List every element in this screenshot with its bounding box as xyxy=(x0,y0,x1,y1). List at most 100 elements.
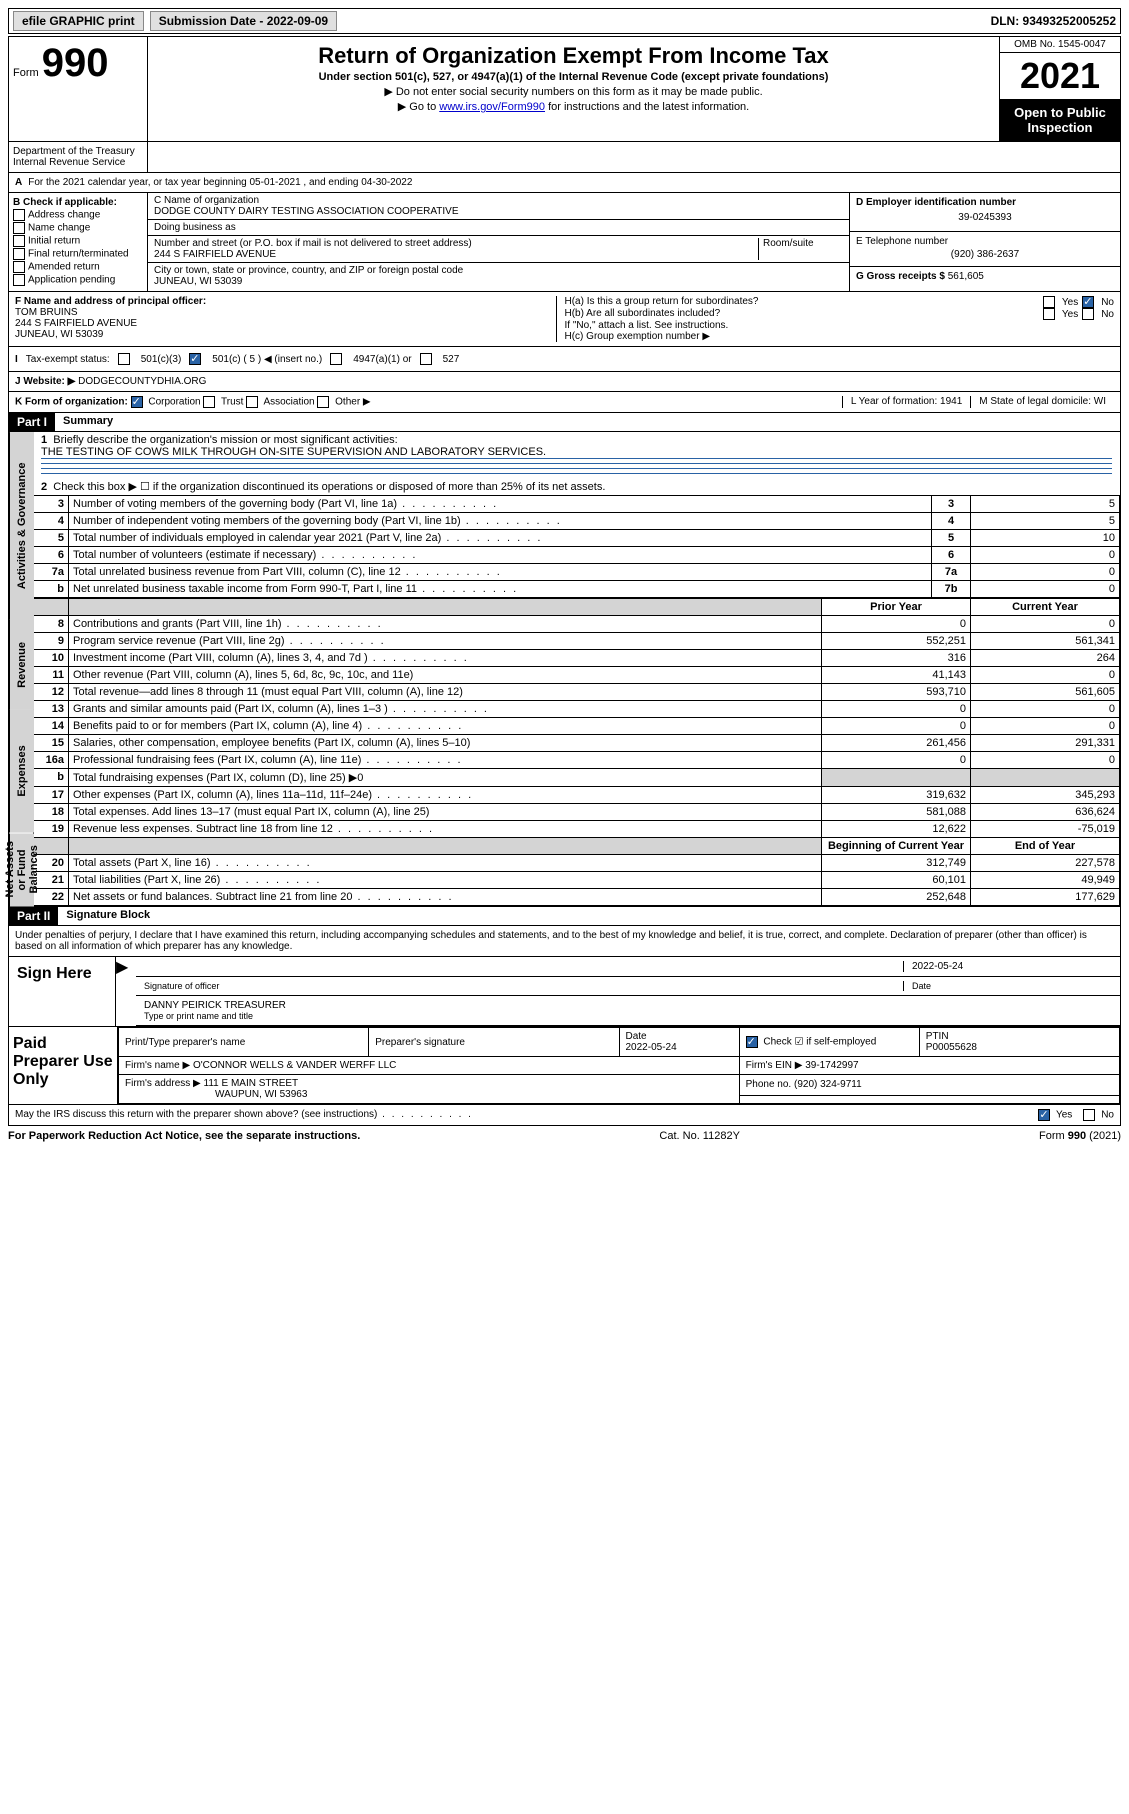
website-row: J Website: ▶ DODGECOUNTYDHIA.ORG xyxy=(8,372,1121,392)
col-b-checkboxes: B Check if applicable: Address change Na… xyxy=(9,193,148,291)
l-label: L Year of formation: 1941 xyxy=(842,396,970,408)
preparer-table: Print/Type preparer's name Preparer's si… xyxy=(118,1027,1120,1104)
efile-button[interactable]: efile GRAPHIC print xyxy=(13,11,144,31)
side-governance: Activities & Governance xyxy=(9,432,34,620)
sign-here-label: Sign Here xyxy=(9,957,116,1026)
d-value: 39-0245393 xyxy=(856,208,1114,227)
city-label: City or town, state or province, country… xyxy=(154,265,843,276)
side-revenue: Revenue xyxy=(9,620,34,710)
chk-501c[interactable] xyxy=(189,353,201,365)
klm-row: K Form of organization: Corporation Trus… xyxy=(8,392,1121,413)
chk-501c3[interactable] xyxy=(118,353,130,365)
footer-right: Form 990 (2021) xyxy=(1039,1130,1121,1142)
prep-name-label: Print/Type preparer's name xyxy=(119,1028,369,1057)
dept-label: Department of the Treasury Internal Reve… xyxy=(9,142,148,172)
dba-label: Doing business as xyxy=(148,220,849,236)
footer-left: For Paperwork Reduction Act Notice, see … xyxy=(8,1130,360,1142)
k-label: K Form of organization: xyxy=(15,397,128,408)
dln-label: DLN: 93493252005252 xyxy=(991,14,1116,28)
part-i-subtitle: Summary xyxy=(55,413,121,431)
m-label: M State of legal domicile: WI xyxy=(970,396,1114,408)
page-footer: For Paperwork Reduction Act Notice, see … xyxy=(8,1126,1121,1142)
g-label: G Gross receipts $ xyxy=(856,271,945,282)
irs-link[interactable]: www.irs.gov/Form990 xyxy=(439,101,545,113)
side-expenses: Expenses xyxy=(9,710,34,833)
room-label: Room/suite xyxy=(758,238,843,260)
firm-addr1: 111 E MAIN STREET xyxy=(204,1078,299,1089)
sub3-suffix: for instructions and the latest informat… xyxy=(545,101,749,113)
prep-sig-label: Preparer's signature xyxy=(369,1028,619,1057)
paid-preparer-label: Paid Preparer Use Only xyxy=(9,1027,118,1104)
chk-other[interactable] xyxy=(317,396,329,408)
f-city: JUNEAU, WI 53039 xyxy=(15,329,556,340)
part-i-body: Activities & Governance Revenue Expenses… xyxy=(8,432,1121,907)
header-right: OMB No. 1545-0047 2021 Open to Public In… xyxy=(999,37,1120,141)
website-value: DODGECOUNTYDHIA.ORG xyxy=(78,376,206,387)
ptin-value: P00055628 xyxy=(926,1042,977,1053)
d-label: D Employer identification number xyxy=(856,197,1114,208)
i-label: Tax-exempt status: xyxy=(26,354,110,365)
b-title: B Check if applicable: xyxy=(13,197,143,208)
line-a: A For the 2021 calendar year, or tax yea… xyxy=(8,173,1121,193)
chk-application[interactable]: Application pending xyxy=(13,274,143,286)
perjury-statement: Under penalties of perjury, I declare th… xyxy=(8,926,1121,957)
date-label: Date xyxy=(903,981,1112,991)
part-ii-title: Part II xyxy=(9,907,58,925)
tax-year: 2021 xyxy=(1000,53,1120,99)
chk-initial[interactable]: Initial return xyxy=(13,235,143,247)
chk-assoc[interactable] xyxy=(246,396,258,408)
sig-officer-label: Signature of officer xyxy=(144,981,903,991)
part-i-header: Part I Summary xyxy=(8,413,1121,432)
part-i-title: Part I xyxy=(9,413,55,431)
chk-4947[interactable] xyxy=(330,353,342,365)
chk-name[interactable]: Name change xyxy=(13,222,143,234)
inspection-badge: Open to Public Inspection xyxy=(1000,99,1120,141)
part-ii-subtitle: Signature Block xyxy=(58,907,158,925)
tax-exempt-row: I Tax-exempt status: 501(c)(3) 501(c) ( … xyxy=(8,347,1121,372)
form-number-box: Form 990 xyxy=(9,37,148,141)
city-value: JUNEAU, WI 53039 xyxy=(154,276,843,287)
firm-phone: (920) 324-9711 xyxy=(794,1079,862,1090)
check-self-employed[interactable]: Check ☑ if self-employed xyxy=(739,1028,919,1057)
mission-text: THE TESTING OF COWS MILK THROUGH ON-SITE… xyxy=(41,446,1112,459)
f-h-row: F Name and address of principal officer:… xyxy=(8,292,1121,347)
c-name-label: C Name of organization xyxy=(154,195,843,206)
submission-button[interactable]: Submission Date - 2022-09-09 xyxy=(150,11,337,31)
officer-name: DANNY PEIRICK TREASURER xyxy=(144,1000,1112,1011)
discuss-yes[interactable] xyxy=(1038,1109,1050,1121)
header-sub2: ▶ Do not enter social security numbers o… xyxy=(158,85,989,98)
chk-amended[interactable]: Amended return xyxy=(13,261,143,273)
preparer-block: Paid Preparer Use Only Print/Type prepar… xyxy=(8,1027,1121,1105)
chk-trust[interactable] xyxy=(203,396,215,408)
top-bar: efile GRAPHIC print Submission Date - 20… xyxy=(8,8,1121,34)
chk-corp[interactable] xyxy=(131,396,143,408)
header-sub1: Under section 501(c), 527, or 4947(a)(1)… xyxy=(158,71,989,83)
revenue-table: Prior YearCurrent Year 8Contributions an… xyxy=(33,598,1120,906)
j-label: Website: ▶ xyxy=(23,376,75,387)
sig-date-value: 2022-05-24 xyxy=(903,961,1112,972)
governance-table: 3Number of voting members of the governi… xyxy=(33,495,1120,598)
chk-final[interactable]: Final return/terminated xyxy=(13,248,143,260)
e-label: E Telephone number xyxy=(856,236,1114,247)
line-a-text: For the 2021 calendar year, or tax year … xyxy=(28,177,412,188)
identity-section: B Check if applicable: Address change Na… xyxy=(8,193,1121,292)
discuss-row: May the IRS discuss this return with the… xyxy=(8,1105,1121,1126)
ha-label: H(a) Is this a group return for subordin… xyxy=(565,296,759,308)
omb-number: OMB No. 1545-0047 xyxy=(1000,37,1120,53)
chk-527[interactable] xyxy=(420,353,432,365)
form-title: Return of Organization Exempt From Incom… xyxy=(158,43,989,69)
signature-block: Sign Here ▶ 2022-05-24 Signature of offi… xyxy=(8,957,1121,1027)
part-ii-header: Part II Signature Block xyxy=(8,907,1121,926)
form-label: Form xyxy=(13,67,39,79)
firm-addr2: WAUPUN, WI 53963 xyxy=(215,1089,307,1100)
e-value: (920) 386-2637 xyxy=(856,247,1114,262)
firm-name: O'CONNOR WELLS & VANDER WERFF LLC xyxy=(193,1060,396,1071)
sub3-prefix: ▶ Go to xyxy=(398,101,439,113)
arrow-icon: ▶ xyxy=(116,957,136,1026)
discuss-label: May the IRS discuss this return with the… xyxy=(15,1109,1038,1121)
f-street: 244 S FAIRFIELD AVENUE xyxy=(15,318,556,329)
g-value: 561,605 xyxy=(948,271,984,282)
chk-address[interactable]: Address change xyxy=(13,209,143,221)
col-c: C Name of organization DODGE COUNTY DAIR… xyxy=(148,193,849,291)
discuss-no[interactable] xyxy=(1083,1109,1095,1121)
